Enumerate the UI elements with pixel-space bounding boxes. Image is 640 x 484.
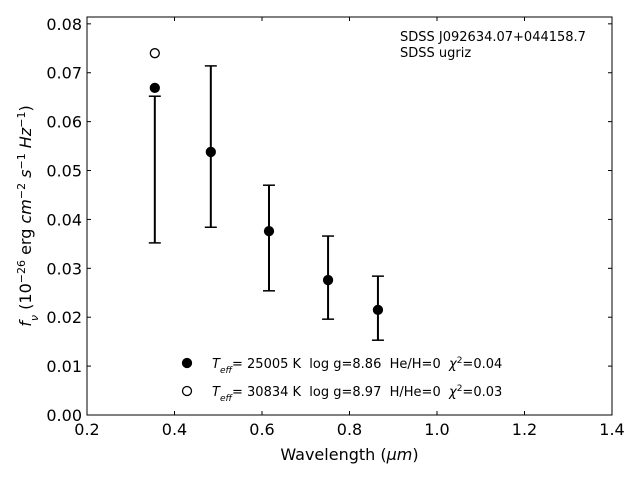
legend-label: Teff= 25005 K log g=8.86 He/H=0 χ2=0.04 bbox=[212, 356, 502, 376]
legend-marker bbox=[181, 357, 193, 369]
legend-label-part: T bbox=[212, 385, 221, 400]
y-label-part: −1 bbox=[15, 112, 28, 128]
y-label-part: erg bbox=[16, 224, 35, 260]
legend-label-part: = 30834 K bbox=[232, 385, 302, 400]
x-tick-label: 1.0 bbox=[424, 420, 449, 439]
y-tick-label: 0.04 bbox=[46, 210, 82, 229]
y-axis-label: fν (10−26 erg cm−2 s−1 Hz−1) bbox=[15, 105, 41, 326]
x-label-part: μm bbox=[386, 445, 413, 464]
legend-label-part bbox=[441, 357, 449, 372]
annotation-line: SDSS J092634.07+044158.7 bbox=[400, 30, 586, 45]
legend-label: Teff= 30834 K log g=8.97 H/He=0 χ2=0.03 bbox=[212, 384, 502, 404]
y-label-part: s bbox=[16, 170, 35, 183]
legend-label-part: =0.04 bbox=[462, 357, 502, 372]
annotation-line: SDSS ugriz bbox=[400, 46, 471, 61]
y-tick-label: 0.03 bbox=[46, 259, 82, 278]
x-tick-label: 0.4 bbox=[162, 420, 187, 439]
data-point-filled bbox=[205, 146, 216, 158]
y-label-part: ν bbox=[28, 315, 41, 321]
legend-label-part: log g=8.97 bbox=[301, 385, 381, 400]
x-tick-label: 0.2 bbox=[74, 420, 99, 439]
data-point-open bbox=[149, 48, 160, 59]
data-point-filled bbox=[263, 226, 275, 237]
legend-label-part: log g=8.86 bbox=[301, 357, 381, 372]
y-tick-label: 0.08 bbox=[46, 15, 82, 34]
y-label-part: cm bbox=[16, 199, 35, 223]
x-axis-label: Wavelength (μm) bbox=[280, 445, 418, 464]
legend-label-part: 2 bbox=[457, 384, 463, 394]
legend-label-part: He/H=0 bbox=[381, 357, 440, 372]
x-tick-label: 0.6 bbox=[249, 420, 274, 439]
legend-label-part: =0.03 bbox=[462, 385, 502, 400]
y-label-part: f bbox=[16, 319, 35, 327]
y-tick-label: 0.01 bbox=[46, 357, 82, 376]
y-tick-label: 0.06 bbox=[46, 113, 82, 132]
legend-label-part: 2 bbox=[457, 356, 463, 366]
plot-frame bbox=[86, 16, 613, 416]
data-point-filled bbox=[149, 82, 160, 94]
y-label-part: (10 bbox=[16, 283, 35, 315]
y-label-part: −1 bbox=[15, 153, 28, 169]
y-label-part: ) bbox=[16, 105, 35, 111]
y-tick-label: 0.00 bbox=[46, 406, 82, 425]
legend-label-part: eff bbox=[220, 366, 234, 376]
legend-label-part: H/He=0 bbox=[381, 385, 440, 400]
data-point-filled bbox=[322, 274, 334, 286]
legend-label-part: eff bbox=[220, 394, 234, 404]
x-tick-label: 0.8 bbox=[337, 420, 362, 439]
x-tick-label: 1.2 bbox=[512, 420, 537, 439]
x-label-part: Wavelength ( bbox=[280, 445, 386, 464]
y-tick-label: 0.02 bbox=[46, 308, 82, 327]
legend-marker bbox=[181, 385, 193, 397]
y-label-part: −26 bbox=[15, 260, 28, 283]
y-label-part: Hz bbox=[16, 127, 35, 153]
y-label-part: −2 bbox=[15, 183, 28, 199]
x-tick-label: 1.4 bbox=[599, 420, 624, 439]
legend-label-part: χ bbox=[448, 385, 458, 400]
legend-label-part bbox=[441, 385, 449, 400]
data-point-filled bbox=[372, 304, 384, 316]
legend-label-part: = 25005 K bbox=[232, 357, 302, 372]
y-tick-label: 0.05 bbox=[46, 162, 82, 181]
x-label-part: ) bbox=[412, 445, 418, 464]
y-tick-label: 0.07 bbox=[46, 64, 82, 83]
legend-label-part: χ bbox=[448, 357, 458, 372]
legend-label-part: T bbox=[212, 357, 221, 372]
